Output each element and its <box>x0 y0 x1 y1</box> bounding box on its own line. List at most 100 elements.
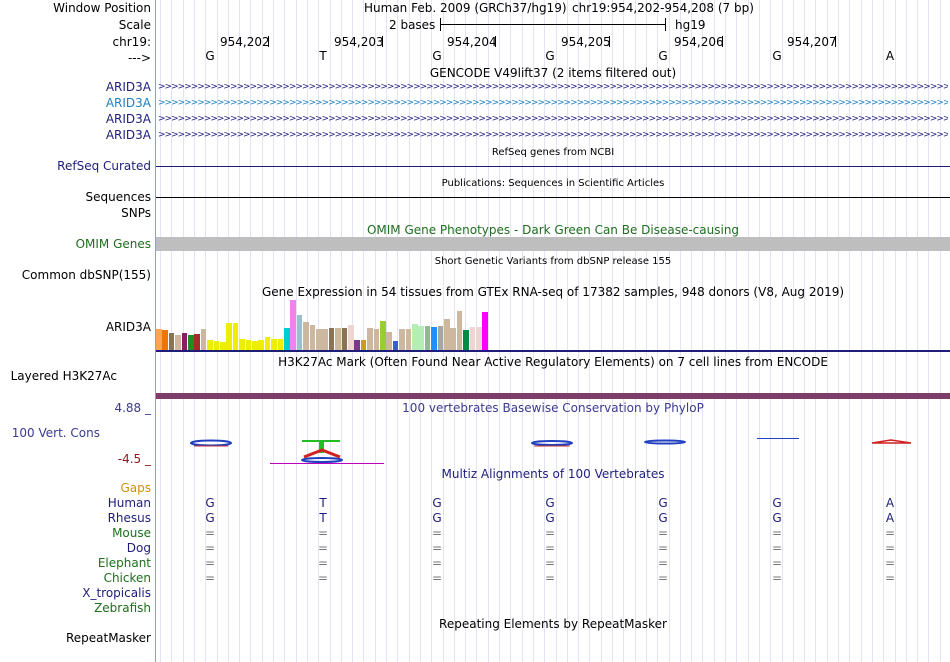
h3k27ac-signal[interactable] <box>156 393 950 399</box>
gene-label-arid3a-1[interactable]: ARID3A <box>105 80 151 94</box>
grid-line <box>182 0 184 662</box>
logo-pos-2 <box>270 440 384 464</box>
gene-track-arid3a-2[interactable]: >>>>>>>>>>>>>>>>>>>>>>>>>>>>>>>>>>>>>>>>… <box>158 98 948 108</box>
gtex-tissue-bar[interactable] <box>309 325 316 350</box>
gene-label-arid3a-4[interactable]: ARID3A <box>105 128 151 142</box>
gtex-tissue-bar[interactable] <box>226 323 232 350</box>
publications-label[interactable]: Sequences <box>85 190 151 204</box>
gtex-tissue-bar[interactable] <box>463 330 469 350</box>
omim-label[interactable]: OMIM Genes <box>75 237 151 251</box>
gtex-tissue-bar[interactable] <box>200 329 207 350</box>
gtex-tissue-bar[interactable] <box>245 340 252 350</box>
conservation-logo[interactable] <box>156 430 950 470</box>
gtex-tissue-bar[interactable] <box>482 312 488 350</box>
gtex-tissue-bar[interactable] <box>392 341 399 350</box>
gtex-tissue-bar[interactable] <box>367 328 373 350</box>
gtex-tissue-bar[interactable] <box>239 339 245 350</box>
multiz-title: Multiz Alignments of 100 Vertebrates <box>441 467 665 481</box>
label-divider[interactable] <box>155 0 156 662</box>
omim-track-bar[interactable] <box>156 237 950 251</box>
gtex-tissue-bar[interactable] <box>341 328 348 350</box>
gtex-tissue-bar[interactable] <box>476 327 482 350</box>
grid-line <box>261 0 263 662</box>
gene-track-arid3a-3[interactable]: >>>>>>>>>>>>>>>>>>>>>>>>>>>>>>>>>>>>>>>>… <box>158 114 948 124</box>
alignment-base: = <box>657 526 669 540</box>
alignment-base: = <box>771 526 783 540</box>
gtex-tissue-bar[interactable] <box>156 329 162 350</box>
gene-track-arid3a-4[interactable]: >>>>>>>>>>>>>>>>>>>>>>>>>>>>>>>>>>>>>>>>… <box>158 130 948 140</box>
gtex-tissue-bar[interactable] <box>380 321 386 350</box>
gtex-tissue-bar[interactable] <box>444 319 450 350</box>
gtex-tissue-bar[interactable] <box>220 342 226 350</box>
gtex-tissue-bar[interactable] <box>328 328 335 350</box>
alignment-base: G <box>545 511 555 525</box>
gtex-tissue-bar[interactable] <box>354 340 360 350</box>
species-label-rhesus[interactable]: Rhesus <box>107 511 151 525</box>
gtex-tissue-bar[interactable] <box>437 326 444 350</box>
gtex-tissue-bar[interactable] <box>207 340 213 350</box>
alignment-base: = <box>204 526 216 540</box>
gtex-tissue-bar[interactable] <box>296 315 303 350</box>
h3k27ac-label[interactable]: Layered H3K27Ac <box>10 369 117 383</box>
refseq-track-line[interactable] <box>156 166 950 167</box>
snps-label[interactable]: SNPs <box>121 206 151 220</box>
species-label-gaps[interactable]: Gaps <box>120 481 151 495</box>
gene-label-arid3a-2[interactable]: ARID3A <box>105 96 151 110</box>
gtex-tissue-bar[interactable] <box>386 332 392 350</box>
gtex-tissue-bar[interactable] <box>188 335 194 350</box>
gtex-tissue-bar[interactable] <box>405 329 412 350</box>
repeatmasker-title: Repeating Elements by RepeatMasker <box>439 617 667 631</box>
gtex-tissue-bar[interactable] <box>373 329 380 350</box>
gtex-tissue-bar[interactable] <box>232 323 239 350</box>
gtex-tissue-bar[interactable] <box>162 330 168 350</box>
gtex-tissue-bar[interactable] <box>277 339 284 350</box>
gtex-tissue-bar[interactable] <box>290 300 296 350</box>
gtex-tissue-bar[interactable] <box>316 329 322 350</box>
gtex-tissue-bar[interactable] <box>284 328 290 350</box>
gtex-tissue-bar[interactable] <box>360 340 367 350</box>
gtex-tissue-bar[interactable] <box>258 340 264 350</box>
dbsnp-label[interactable]: Common dbSNP(155) <box>21 268 151 282</box>
gtex-tissue-bar[interactable] <box>168 333 175 350</box>
gtex-tissue-bar[interactable] <box>399 329 405 350</box>
alignment-base: = <box>544 571 556 585</box>
gtex-tissue-bar[interactable] <box>181 333 188 350</box>
species-label-zebrafish[interactable]: Zebrafish <box>94 601 151 615</box>
alignment-base: G <box>658 511 668 525</box>
gtex-tissue-bar[interactable] <box>194 334 200 350</box>
gtex-tissue-bar[interactable] <box>175 335 181 350</box>
publications-track-line[interactable] <box>156 197 950 198</box>
species-label-dog[interactable]: Dog <box>126 541 151 555</box>
gtex-tissue-bar[interactable] <box>418 326 424 350</box>
gtex-tissue-bar[interactable] <box>213 341 220 350</box>
species-label-human[interactable]: Human <box>107 496 151 510</box>
gtex-bar-chart[interactable] <box>156 300 536 350</box>
species-label-elephant[interactable]: Elephant <box>97 556 151 570</box>
grid-line <box>736 0 738 662</box>
gtex-label[interactable]: ARID3A <box>105 320 151 334</box>
refseq-label[interactable]: RefSeq Curated <box>57 159 151 173</box>
alignment-base: = <box>544 556 556 570</box>
species-label-mouse[interactable]: Mouse <box>112 526 151 540</box>
alignment-base: G <box>432 496 442 510</box>
gtex-tissue-bar[interactable] <box>264 337 271 350</box>
gtex-tissue-bar[interactable] <box>252 341 258 350</box>
gtex-tissue-bar[interactable] <box>322 329 328 350</box>
repeatmasker-label[interactable]: RepeatMasker <box>65 631 151 645</box>
gtex-tissue-bar[interactable] <box>431 327 437 350</box>
gtex-tissue-bar[interactable] <box>450 328 456 350</box>
gtex-tissue-bar[interactable] <box>348 325 354 350</box>
species-label-x_tropicalis[interactable]: X_tropicalis <box>82 586 151 600</box>
conservation-label[interactable]: 100 Vert. Cons <box>11 426 100 440</box>
gene-label-arid3a-3[interactable]: ARID3A <box>105 112 151 126</box>
gtex-tissue-bar[interactable] <box>303 322 309 350</box>
gtex-tissue-bar[interactable] <box>456 311 463 350</box>
gene-track-arid3a-1[interactable]: >>>>>>>>>>>>>>>>>>>>>>>>>>>>>>>>>>>>>>>>… <box>158 82 948 92</box>
ruler-tick <box>268 36 269 47</box>
species-label-chicken[interactable]: Chicken <box>103 571 151 585</box>
gtex-tissue-bar[interactable] <box>271 339 277 350</box>
gtex-tissue-bar[interactable] <box>469 327 476 350</box>
gtex-tissue-bar[interactable] <box>424 326 431 350</box>
gtex-tissue-bar[interactable] <box>335 328 341 350</box>
gtex-tissue-bar[interactable] <box>412 324 418 350</box>
